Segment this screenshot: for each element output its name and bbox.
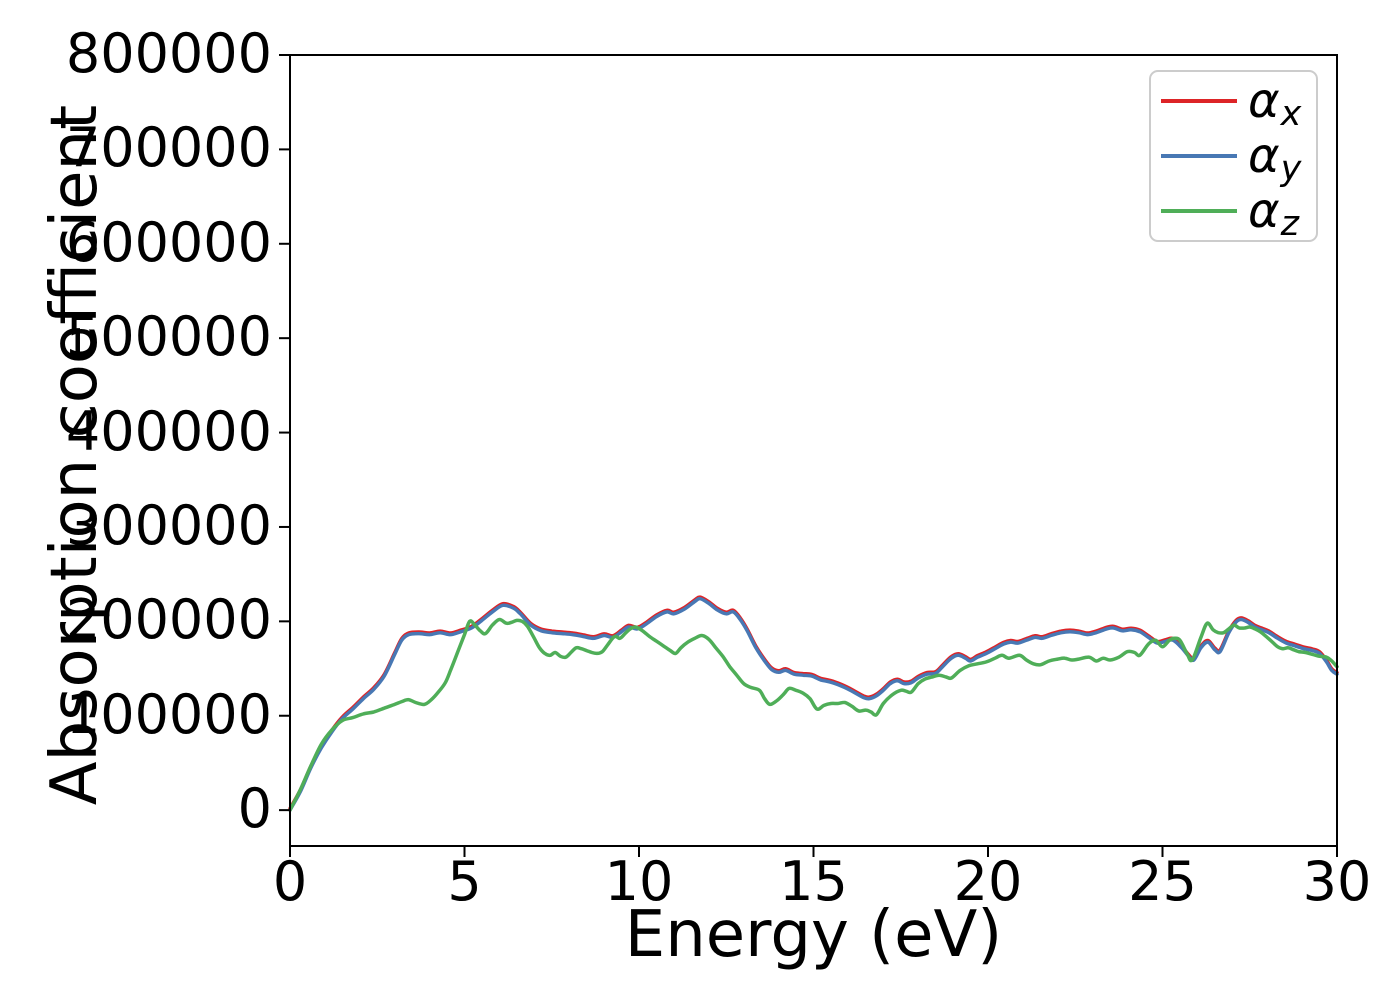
legend-line-alpha-x-icon [1161,99,1237,103]
legend-line-alpha-y-icon [1161,154,1237,158]
x-tick-label-15: 15 [779,850,848,913]
legend-sub-z: z [1280,204,1300,244]
x-axis-label: Energy (eV) [624,898,1003,972]
y-tick-label-100000: 100000 [65,682,272,746]
legend-line-alpha-z-icon [1161,209,1237,213]
y-tick-label-300000: 300000 [65,493,272,557]
y-tick-label-400000: 400000 [65,399,272,463]
curve-alpha-z [288,617,1339,812]
x-tick-label-25: 25 [1128,850,1197,913]
x-tick-label-5: 5 [447,850,482,913]
x-tick-label-30: 30 [1302,850,1372,913]
legend-sub-y: y [1280,149,1302,189]
y-tick-label-600000: 600000 [65,210,272,274]
legend-symbol-alpha-y: α [1248,128,1280,184]
y-tick-label-500000: 500000 [65,305,272,369]
axes-ticks [279,54,1338,857]
y-tick-label-800000: 800000 [65,22,272,85]
y-tick-label-700000: 700000 [65,116,272,180]
y-axis-label: Absorption coefficient [38,104,112,806]
x-tick-label-0: 0 [272,850,308,913]
x-tick-label-20: 20 [953,850,1023,913]
curves-group [288,595,1339,812]
legend-symbol-alpha-z: α [1248,183,1280,239]
y-tick-label-200000: 200000 [65,588,272,652]
x-tick-label-10: 10 [604,850,674,913]
legend-symbol-alpha-x: α [1248,73,1280,129]
y-tick-label-0: 0 [237,777,272,841]
legend-sub-x: x [1280,94,1302,134]
